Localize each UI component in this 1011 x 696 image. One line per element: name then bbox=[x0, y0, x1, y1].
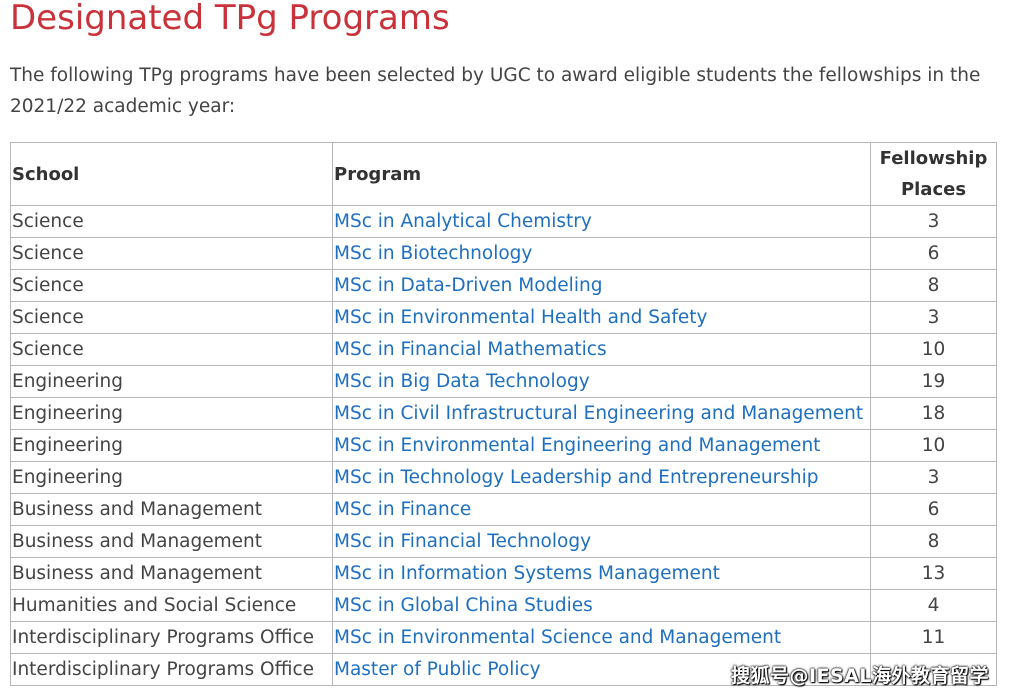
program-cell: MSc in Environmental Engineering and Man… bbox=[332, 429, 871, 462]
school-cell: Interdisciplinary Programs Office bbox=[10, 621, 333, 654]
programs-table: School Program Fellowship Places Science… bbox=[10, 142, 997, 686]
school-cell: Business and Management bbox=[10, 493, 333, 526]
program-link[interactable]: MSc in Biotechnology bbox=[334, 243, 533, 264]
school-cell: Humanities and Social Science bbox=[10, 589, 333, 622]
program-link[interactable]: MSc in Big Data Technology bbox=[334, 371, 590, 392]
school-cell: Engineering bbox=[10, 397, 333, 430]
fellowship-places-cell: 10 bbox=[870, 429, 997, 462]
table-row: Science MSc in Biotechnology 6 bbox=[10, 237, 997, 270]
table-row: Engineering MSc in Civil Infrastructural … bbox=[10, 397, 997, 430]
header-program: Program bbox=[332, 142, 871, 206]
program-link[interactable]: MSc in Civil Infrastructural Engineering… bbox=[334, 403, 864, 424]
fellowship-places-cell: 8 bbox=[870, 269, 997, 302]
table-row: Business and Management MSc in Financial … bbox=[10, 525, 997, 558]
table-row: Engineering MSc in Environmental Engineer… bbox=[10, 429, 997, 462]
fellowship-places-cell: 6 bbox=[870, 493, 997, 526]
program-cell: MSc in Global China Studies bbox=[332, 589, 871, 622]
table-row: Science MSc in Data-Driven Modeling 8 bbox=[10, 269, 997, 302]
fellowship-places-cell: 6 bbox=[870, 237, 997, 270]
table-row: Business and Management MSc in Finance 6 bbox=[10, 493, 997, 526]
fellowship-places-cell: 10 bbox=[870, 333, 997, 366]
watermark: 搜狐号@IESAL海外教育留学 bbox=[730, 665, 989, 687]
program-link[interactable]: MSc in Environmental Engineering and Man… bbox=[334, 435, 821, 456]
school-cell: Business and Management bbox=[10, 557, 333, 590]
program-link[interactable]: Master of Public Policy bbox=[334, 659, 541, 680]
program-cell: MSc in Environmental Science and Managem… bbox=[332, 621, 871, 654]
fellowship-places-cell: 18 bbox=[870, 397, 997, 430]
program-cell: MSc in Financial Technology bbox=[332, 525, 871, 558]
program-cell: MSc in Data-Driven Modeling bbox=[332, 269, 871, 302]
fellowship-places-cell: 19 bbox=[870, 365, 997, 398]
table-header-row: School Program Fellowship Places bbox=[10, 142, 997, 206]
program-cell: MSc in Environmental Health and Safety bbox=[332, 301, 871, 334]
fellowship-places-cell: 3 bbox=[870, 301, 997, 334]
header-school: School bbox=[10, 142, 333, 206]
table-body: Science MSc in Analytical Chemistry 3 Scien… bbox=[10, 205, 997, 686]
program-cell: MSc in Finance bbox=[332, 493, 871, 526]
program-cell: MSc in Information Systems Management bbox=[332, 557, 871, 590]
school-cell: Science bbox=[10, 301, 333, 334]
table-row: Interdisciplinary Programs Office MSc in … bbox=[10, 621, 997, 654]
program-cell: MSc in Civil Infrastructural Engineering… bbox=[332, 397, 871, 430]
table-row: Science MSc in Analytical Chemistry 3 bbox=[10, 205, 997, 238]
table-row: Science MSc in Financial Mathematics 10 bbox=[10, 333, 997, 366]
intro-paragraph: The following TPg programs have been sel… bbox=[10, 65, 981, 117]
program-link[interactable]: MSc in Data-Driven Modeling bbox=[334, 275, 603, 296]
school-cell: Business and Management bbox=[10, 525, 333, 558]
fellowship-places-cell: 11 bbox=[870, 621, 997, 654]
fellowship-places-cell: 8 bbox=[870, 525, 997, 558]
program-cell: MSc in Technology Leadership and Entrepr… bbox=[332, 461, 871, 494]
header-fellowship-places: Fellowship Places bbox=[870, 142, 997, 206]
school-cell: Science bbox=[10, 237, 333, 270]
school-cell: Science bbox=[10, 205, 333, 238]
program-link[interactable]: MSc in Financial Mathematics bbox=[334, 339, 607, 360]
table-row: Business and Management MSc in Informatio… bbox=[10, 557, 997, 590]
table-header: School Program Fellowship Places bbox=[10, 142, 997, 206]
program-cell: MSc in Big Data Technology bbox=[332, 365, 871, 398]
fellowship-places-cell: 3 bbox=[870, 205, 997, 238]
program-link[interactable]: MSc in Technology Leadership and Entrepr… bbox=[334, 467, 819, 488]
fellowship-places-cell: 13 bbox=[870, 557, 997, 590]
school-cell: Science bbox=[10, 269, 333, 302]
program-cell: MSc in Analytical Chemistry bbox=[332, 205, 871, 238]
school-cell: Engineering bbox=[10, 365, 333, 398]
school-cell: Engineering bbox=[10, 429, 333, 462]
program-link[interactable]: MSc in Global China Studies bbox=[334, 595, 593, 616]
table-row: Humanities and Social Science MSc in Glob… bbox=[10, 589, 997, 622]
page-title: Designated TPg Programs bbox=[10, 0, 450, 38]
program-cell: MSc in Financial Mathematics bbox=[332, 333, 871, 366]
program-cell: Master of Public Policy bbox=[332, 653, 871, 686]
program-cell: MSc in Biotechnology bbox=[332, 237, 871, 270]
table-row: Engineering MSc in Technology Leadership … bbox=[10, 461, 997, 494]
program-link[interactable]: MSc in Environmental Health and Safety bbox=[334, 307, 708, 328]
school-cell: Interdisciplinary Programs Office bbox=[10, 653, 333, 686]
fellowship-places-cell: 4 bbox=[870, 589, 997, 622]
school-cell: Science bbox=[10, 333, 333, 366]
table-row: Science MSc in Environmental Health and S… bbox=[10, 301, 997, 334]
program-link[interactable]: MSc in Financial Technology bbox=[334, 531, 592, 552]
program-link[interactable]: MSc in Environmental Science and Managem… bbox=[334, 627, 782, 648]
school-cell: Engineering bbox=[10, 461, 333, 494]
table-row: Interdisciplinary Programs Office Master … bbox=[10, 653, 997, 686]
program-link[interactable]: MSc in Finance bbox=[334, 499, 472, 520]
program-link[interactable]: MSc in Information Systems Management bbox=[334, 563, 720, 584]
table-row: Engineering MSc in Big Data Technology 19 bbox=[10, 365, 997, 398]
fellowship-places-cell bbox=[870, 653, 997, 686]
fellowship-places-cell: 3 bbox=[870, 461, 997, 494]
program-link[interactable]: MSc in Analytical Chemistry bbox=[334, 211, 592, 232]
